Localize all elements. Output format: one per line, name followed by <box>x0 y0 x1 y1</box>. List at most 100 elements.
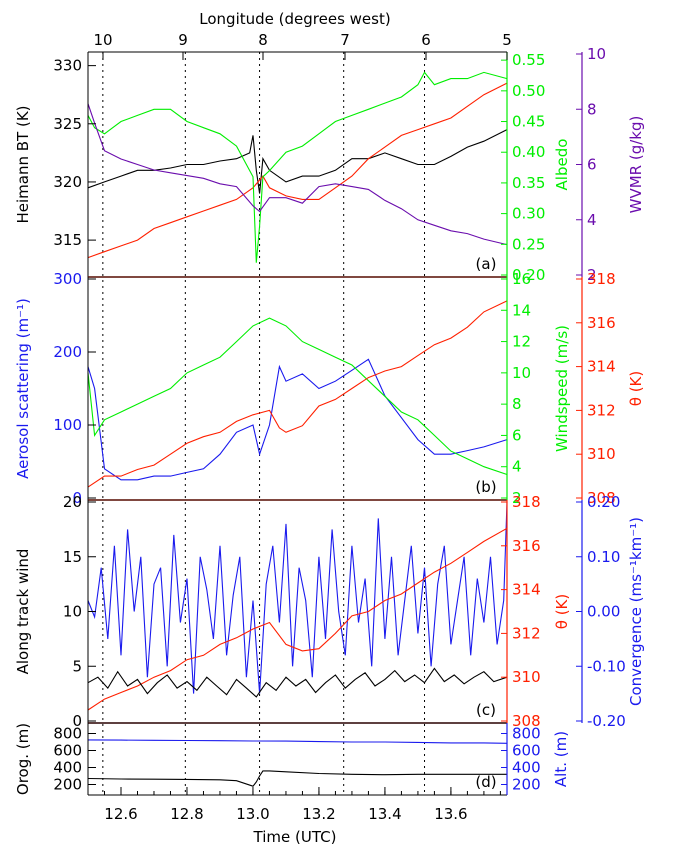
top-tick-label: 10 <box>93 31 112 49</box>
right-axis-label: Alt. (m) <box>552 731 570 787</box>
left-tick-label: 330 <box>53 57 82 75</box>
left-tick-label: 100 <box>53 416 82 434</box>
left-tick-label: 15 <box>63 548 82 566</box>
left-tick-label: 320 <box>53 173 82 191</box>
left-tick-label: 200 <box>53 343 82 361</box>
left-tick-label: 800 <box>53 725 82 743</box>
right-tick-label: 0.50 <box>512 82 545 100</box>
right-tick-label: 318 <box>512 493 541 511</box>
right-tick-label: 0.10 <box>587 548 620 566</box>
left-tick-label: 10 <box>63 603 82 621</box>
top-axis: Longitude (degrees west) 10 9 8 7 6 5 <box>93 10 512 60</box>
right-tick-label: 314 <box>512 581 541 599</box>
series-line <box>87 71 508 263</box>
right-tick-label: 310 <box>512 668 541 686</box>
right-tick-label: -0.20 <box>587 712 626 730</box>
right-tick-label: 0.55 <box>512 51 545 69</box>
right-tick-label: 308 <box>587 489 616 507</box>
left-tick-label: 600 <box>53 742 82 760</box>
right-tick-label: 800 <box>512 725 541 743</box>
left-axis-label: Along track wind <box>14 549 32 675</box>
series-line <box>87 300 508 488</box>
left-tick-label: 20 <box>63 493 82 511</box>
right-tick-label: 6 <box>587 156 597 174</box>
right-axis-label: Convergence (ms⁻¹km⁻¹) <box>627 517 645 706</box>
right-tick-label: 0.45 <box>512 113 545 131</box>
right-axis-label: θ (K) <box>627 371 645 407</box>
series-layer <box>87 71 508 787</box>
series-line <box>87 358 508 481</box>
bottom-tick-label: 13.2 <box>302 805 335 823</box>
right-tick-label: 308 <box>512 712 541 730</box>
top-tick-label: 9 <box>178 31 188 49</box>
left-axis-label: Orog. (m) <box>14 723 32 795</box>
left-axis-label: Heimann BT (K) <box>14 105 32 223</box>
series-line <box>87 667 508 698</box>
top-tick-label: 7 <box>340 31 350 49</box>
top-tick-label: 5 <box>502 31 512 49</box>
right-tick-label: 316 <box>587 314 616 332</box>
left-tick-label: 200 <box>53 776 82 794</box>
right-tick-label: 10 <box>587 45 606 63</box>
right-tick-label: 312 <box>512 624 541 642</box>
right-tick-label: 318 <box>587 270 616 288</box>
bottom-tick-label: 13.4 <box>368 805 401 823</box>
top-axis-title: Longitude (degrees west) <box>199 10 390 28</box>
right-tick-label: 200 <box>512 776 541 794</box>
axes-layer: (a) 315 320 325 330 Heimann BT (K) 0.20 0.25 0.3… <box>14 45 645 795</box>
right-tick-label: 2 <box>587 266 597 284</box>
left-tick-label: 400 <box>53 759 82 777</box>
right-tick-label: 12 <box>512 333 531 351</box>
right-tick-label: 6 <box>512 426 522 444</box>
panel-label: (c) <box>476 701 496 719</box>
right-tick-label: 0.25 <box>512 235 545 253</box>
right-tick-label: -0.10 <box>587 657 626 675</box>
series-line <box>87 317 508 476</box>
right-tick-label: 4 <box>512 458 522 476</box>
right-tick-label: 314 <box>587 358 616 376</box>
right-axis-label: WVMR (g/kg) <box>627 116 645 214</box>
right-tick-label: 4 <box>587 211 597 229</box>
right-tick-label: 8 <box>587 100 597 118</box>
series-line <box>87 527 508 711</box>
right-tick-label: 8 <box>512 395 522 413</box>
series-line <box>87 129 508 194</box>
panel-label: (d) <box>475 773 496 791</box>
right-axis-label: Albedo <box>553 139 571 191</box>
right-tick-label: 0.35 <box>512 174 545 192</box>
right-tick-label: 0.40 <box>512 143 545 161</box>
bottom-tick-label: 12.6 <box>104 805 137 823</box>
right-tick-label: 16 <box>512 270 531 288</box>
bottom-axis: Time (UTC) 12.6 12.8 13.0 13.2 13.4 13.6 <box>87 787 501 846</box>
series-line <box>87 501 508 694</box>
right-tick-label: 10 <box>512 364 531 382</box>
right-tick-label: 0.20 <box>587 493 620 511</box>
series-line <box>87 103 508 246</box>
right-axis-label: θ (K) <box>553 594 571 630</box>
right-tick-label: 312 <box>587 401 616 419</box>
bottom-tick-label: 13.6 <box>434 805 467 823</box>
right-tick-label: 0.30 <box>512 205 545 223</box>
right-tick-label: 0.00 <box>587 603 620 621</box>
right-tick-label: 0.20 <box>512 266 545 284</box>
left-tick-label: 300 <box>53 270 82 288</box>
right-tick-label: 316 <box>512 537 541 555</box>
left-tick-label: 315 <box>53 231 82 249</box>
right-tick-label: 600 <box>512 742 541 760</box>
right-tick-label: 310 <box>587 445 616 463</box>
panel-frames <box>87 51 507 796</box>
top-tick-label: 6 <box>421 31 431 49</box>
right-tick-label: 14 <box>512 301 531 319</box>
panel-label: (b) <box>475 478 496 496</box>
series-line <box>87 739 508 744</box>
left-tick-label: 325 <box>53 115 82 133</box>
grid-lines <box>102 52 426 795</box>
right-tick-label: 2 <box>512 489 522 507</box>
panel-label: (a) <box>476 255 497 273</box>
left-tick-label: 5 <box>72 657 82 675</box>
top-tick-label: 8 <box>258 31 268 49</box>
right-axis-label: Windspeed (m/s) <box>553 325 571 452</box>
bottom-axis-title: Time (UTC) <box>253 828 337 846</box>
